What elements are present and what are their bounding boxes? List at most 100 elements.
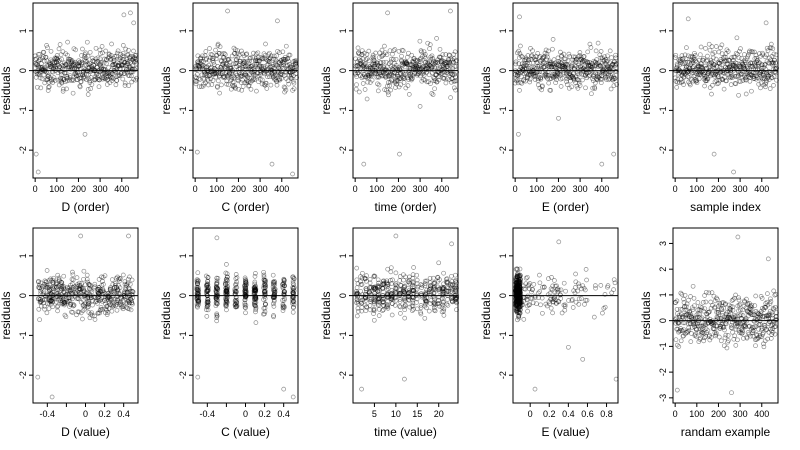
data-point <box>425 40 431 46</box>
data-point <box>70 62 75 68</box>
data-point <box>80 72 85 78</box>
data-point <box>371 317 377 323</box>
data-point <box>384 87 389 93</box>
data-point <box>359 52 365 58</box>
data-point <box>75 77 80 82</box>
data-point <box>109 308 115 314</box>
data-point <box>697 52 703 58</box>
data-point <box>108 57 114 62</box>
data-point <box>128 73 134 79</box>
data-point <box>249 78 255 84</box>
data-point <box>84 59 90 64</box>
data-point <box>415 57 421 63</box>
data-point <box>408 75 414 80</box>
data-point <box>281 84 287 90</box>
data-point <box>674 387 680 393</box>
data-point <box>265 71 271 77</box>
data-point <box>516 61 522 66</box>
data-point <box>396 66 402 72</box>
data-point <box>378 72 384 78</box>
data-point <box>77 84 83 90</box>
data-point <box>430 64 435 70</box>
data-point <box>96 277 102 282</box>
data-point <box>224 307 229 313</box>
data-point <box>262 52 268 58</box>
data-point <box>213 56 219 62</box>
data-point <box>233 71 239 76</box>
data-point <box>61 77 67 82</box>
data-point <box>275 64 281 70</box>
data-point <box>360 63 365 69</box>
data-point <box>433 60 438 66</box>
data-point <box>227 65 233 71</box>
data-point <box>531 73 537 79</box>
data-point <box>61 77 67 82</box>
data-point <box>204 56 209 61</box>
data-point <box>80 72 86 78</box>
data-point <box>291 86 297 92</box>
data-point <box>429 65 434 71</box>
data-point <box>51 60 57 65</box>
data-point <box>37 51 43 57</box>
data-point <box>199 64 205 69</box>
data-point <box>225 74 230 80</box>
data-point <box>78 79 84 84</box>
data-point <box>591 314 597 320</box>
data-point <box>600 310 605 316</box>
data-point <box>430 92 436 97</box>
data-point <box>126 233 131 239</box>
y-tick-label: 1 <box>18 253 28 258</box>
data-point <box>117 57 123 63</box>
data-point <box>227 70 232 76</box>
data-point <box>282 85 288 91</box>
data-point <box>270 64 276 69</box>
data-point <box>518 65 524 71</box>
data-point <box>684 45 689 50</box>
data-point <box>129 79 135 85</box>
data-point <box>269 67 274 73</box>
data-point <box>527 71 533 77</box>
data-point <box>47 75 53 80</box>
data-point <box>395 67 400 72</box>
data-point <box>426 62 432 67</box>
data-point <box>88 75 94 80</box>
data-point <box>415 71 421 76</box>
data-point <box>35 169 41 175</box>
data-point <box>118 61 124 67</box>
data-point <box>257 63 263 68</box>
data-point <box>93 72 99 77</box>
data-point <box>284 56 290 62</box>
y-axis-label: residuals <box>319 291 333 339</box>
data-point <box>365 75 370 81</box>
data-point <box>103 69 109 75</box>
data-point <box>272 56 278 62</box>
data-point <box>96 60 102 66</box>
data-point <box>109 41 114 47</box>
data-point <box>68 65 74 70</box>
data-point <box>524 75 530 81</box>
data-point <box>116 73 122 79</box>
data-point <box>259 64 264 69</box>
data-point <box>421 72 427 78</box>
data-point <box>424 65 430 71</box>
data-point <box>33 75 39 80</box>
data-point <box>269 161 275 167</box>
data-point <box>125 52 130 58</box>
data-point <box>385 266 391 272</box>
data-point <box>361 62 366 68</box>
data-point <box>433 59 439 65</box>
data-point <box>118 51 124 57</box>
x-axis-label: D (order) <box>61 200 109 214</box>
data-point <box>716 334 722 340</box>
data-point <box>62 60 67 66</box>
data-point <box>550 37 556 42</box>
data-point <box>38 69 44 74</box>
data-point <box>517 88 522 93</box>
data-point <box>268 69 273 74</box>
data-point <box>123 67 129 73</box>
data-point <box>253 57 258 63</box>
data-point <box>129 277 135 283</box>
data-point <box>87 60 92 66</box>
data-point <box>377 50 383 56</box>
